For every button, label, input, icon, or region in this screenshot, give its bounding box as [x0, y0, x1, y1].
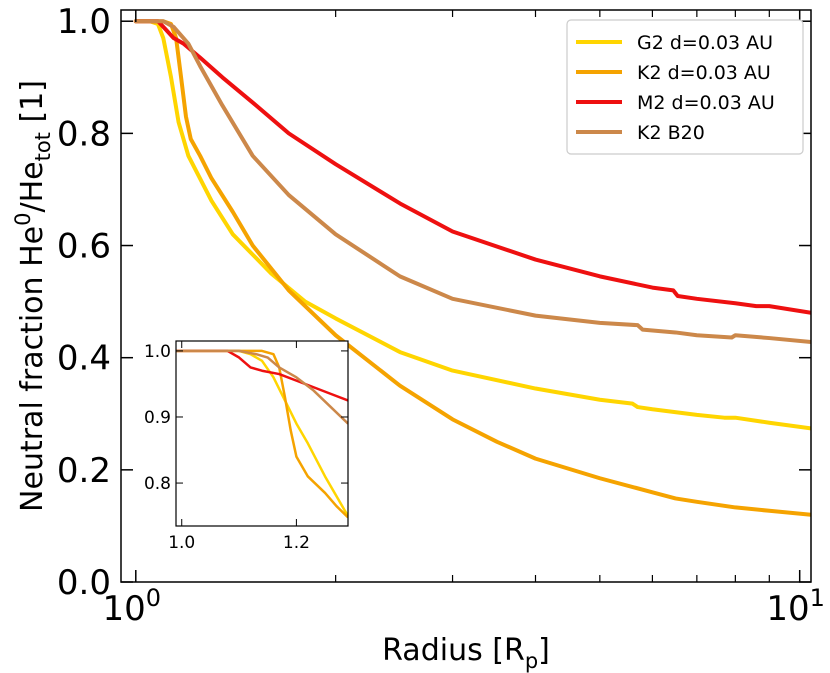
inset-series-line-k2-d-0-03-au [176, 349, 348, 519]
x-tick-label-exponent: 1 [810, 584, 825, 612]
legend-box [566, 19, 804, 155]
y-tick-label: 0.0 [57, 563, 111, 603]
y-tick-label: 1.0 [57, 2, 111, 42]
y-tick-label: 0.6 [57, 227, 111, 267]
x-axis-label: Radius [Rp] [382, 633, 550, 673]
series-line-g2-d-0-03-au [133, 19, 811, 431]
y-axis-label: Neutral fraction He0/Hetot [1] [11, 80, 55, 512]
legend-entry-label: K2 d=0.03 AU [637, 62, 771, 84]
x-axis-label-sub: p [525, 649, 538, 673]
inset-y-tick-label: 0.9 [144, 408, 171, 428]
y-axis-label-main: Neutral fraction He [15, 226, 50, 512]
inset-x-tick-label: 1.2 [283, 533, 310, 553]
legend: G2 d=0.03 AU K2 d=0.03 AU M2 d=0.03 AU K2 B… [566, 19, 804, 155]
inset-y-tick-label: 1.0 [144, 342, 171, 362]
inset-series-line-k2-b20 [176, 349, 348, 425]
series-line-m2-d-0-03-au [133, 19, 811, 315]
inset-series-line-m2-d-0-03-au [176, 349, 348, 402]
legend-entry-label: M2 d=0.03 AU [637, 92, 775, 114]
inset-group: 0.8 0.9 1.0 1.0 1.2 [144, 340, 349, 553]
series-line-k2-b20 [133, 19, 811, 344]
y-tick-label: 0.4 [57, 339, 111, 379]
x-tick-label-exponent: 0 [146, 584, 161, 612]
series-line-k2-d-0-03-au [133, 19, 811, 517]
inset-x-tick-label: 1.0 [168, 533, 195, 553]
main-series-group [133, 19, 811, 517]
legend-entry-label: K2 B20 [637, 122, 705, 144]
inset-series-group [176, 349, 348, 519]
y-axis-label-mid: /He [15, 161, 50, 212]
legend-entry-label: G2 d=0.03 AU [637, 32, 773, 54]
main-plot-frame [120, 9, 812, 583]
y-tick-label: 0.2 [57, 451, 111, 491]
inset-y-tick-label: 0.8 [144, 474, 171, 494]
inset-background [176, 341, 348, 526]
x-axis-label-tail: ] [538, 633, 550, 668]
y-axis-label-sub: tot [31, 132, 55, 161]
y-axis-label-tail: [1] [15, 80, 50, 132]
inset-frame [175, 340, 349, 527]
axis-labels: Radius [Rp]Neutral fraction He0/Hetot [1… [11, 80, 550, 673]
y-axis-label-sup: 0 [11, 213, 35, 226]
y-tick-label: 0.8 [57, 114, 111, 154]
